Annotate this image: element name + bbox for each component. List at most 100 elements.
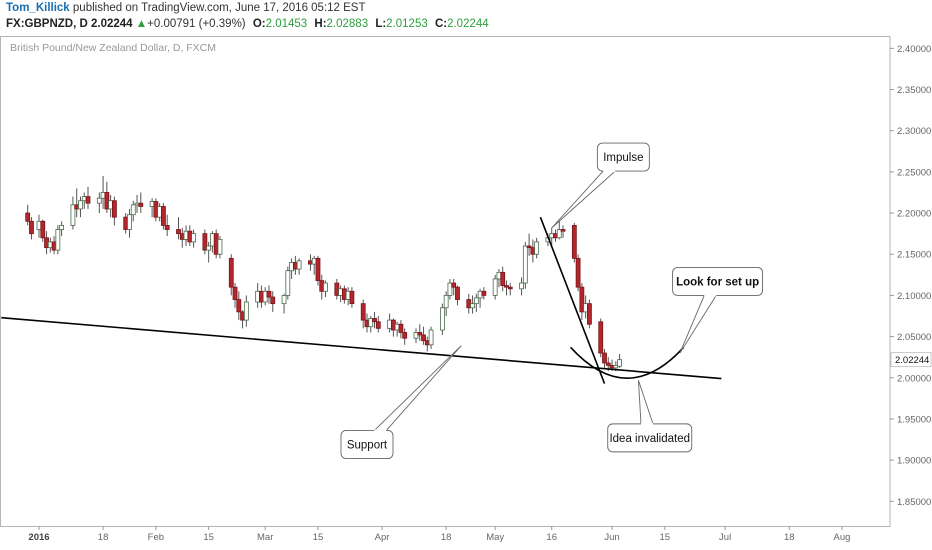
candle-body bbox=[605, 362, 611, 366]
candle bbox=[617, 353, 622, 368]
candle-body bbox=[59, 225, 65, 230]
candle bbox=[526, 233, 532, 256]
last-price: 2.02244 bbox=[90, 18, 133, 30]
x-tick-label: 2016 bbox=[28, 532, 49, 543]
last-price-marker: 2.02244 bbox=[890, 352, 932, 368]
candle bbox=[575, 254, 581, 292]
x-tick-label: 16 bbox=[546, 532, 557, 543]
candle-body bbox=[534, 241, 540, 255]
support-line bbox=[1, 316, 722, 380]
candle bbox=[481, 287, 487, 300]
candle-body bbox=[455, 286, 460, 300]
candle-body bbox=[575, 257, 581, 288]
candle-body bbox=[206, 245, 212, 251]
candle-body bbox=[112, 200, 117, 218]
y-tick-label: 2.05000 bbox=[897, 332, 931, 343]
price-change: +0.00791 (+0.39%) bbox=[147, 18, 246, 30]
candle-body bbox=[70, 204, 76, 226]
candle-body bbox=[360, 303, 366, 321]
candle-body bbox=[492, 278, 498, 296]
x-tick-label: May bbox=[486, 532, 504, 543]
price-chart[interactable]: British Pound/New Zealand Dollar, D, FXC… bbox=[0, 34, 932, 550]
candle-body bbox=[481, 290, 487, 296]
idea-invalidated-callout: Idea invalidated bbox=[607, 380, 693, 453]
published-text: published on TradingView.com, June 17, 2… bbox=[72, 2, 366, 14]
candle-body bbox=[560, 229, 566, 232]
callout-text: Support bbox=[347, 439, 388, 451]
y-tick-label: 2.35000 bbox=[897, 85, 931, 96]
candles bbox=[25, 176, 622, 372]
candle-body bbox=[40, 220, 46, 239]
candle bbox=[112, 196, 117, 226]
plot-border bbox=[0, 36, 891, 527]
candle-body bbox=[281, 295, 287, 305]
callout-box bbox=[340, 430, 394, 459]
candle-body bbox=[164, 225, 170, 230]
high-label: H: bbox=[314, 18, 327, 30]
candle bbox=[447, 278, 453, 300]
candle bbox=[127, 208, 132, 238]
chart-title: British Pound/New Zealand Dollar, D, FXC… bbox=[10, 42, 216, 54]
callout-pointer bbox=[373, 345, 462, 431]
x-tick-label: 15 bbox=[313, 532, 324, 543]
candle-body bbox=[25, 212, 31, 222]
candle bbox=[138, 192, 144, 214]
candle-body bbox=[217, 239, 223, 255]
candle-body bbox=[587, 303, 592, 325]
x-tick-label: 15 bbox=[203, 532, 214, 543]
candle bbox=[500, 266, 506, 292]
symbol-label: FX:GBPNZD, D bbox=[6, 18, 88, 30]
candle-body bbox=[130, 204, 136, 216]
candle bbox=[398, 320, 404, 339]
callout-pointer bbox=[637, 380, 654, 425]
close-label: C: bbox=[434, 18, 448, 30]
candle-body bbox=[470, 303, 475, 309]
high-value: 2.02883 bbox=[326, 18, 369, 30]
candle-body bbox=[519, 282, 524, 290]
x-tick-label: 18 bbox=[98, 532, 109, 543]
candle bbox=[55, 225, 61, 255]
candle-body bbox=[500, 271, 506, 286]
x-tick-label: 18 bbox=[784, 532, 795, 543]
candle bbox=[473, 293, 479, 312]
candle-body bbox=[617, 359, 622, 367]
y-axis: 2.40000 2.35000 2.30000 2.25000 2.20000 2.150… bbox=[890, 44, 931, 508]
x-tick-label: 15 bbox=[660, 532, 671, 543]
candle bbox=[285, 266, 291, 300]
candle bbox=[368, 316, 374, 333]
candle bbox=[206, 241, 212, 263]
candle-body bbox=[451, 282, 457, 288]
candle-body bbox=[85, 196, 91, 204]
candle-body bbox=[398, 323, 404, 333]
candle bbox=[202, 229, 208, 255]
callout-pointer bbox=[679, 294, 718, 354]
support-callout: Support bbox=[340, 345, 462, 459]
x-tick-label: Jul bbox=[719, 532, 731, 543]
candle bbox=[161, 203, 166, 230]
candle bbox=[602, 348, 607, 368]
candle bbox=[413, 328, 419, 344]
symbol-info: FX:GBPNZD, D 2.02244 ▲+0.00791 (+0.39%) … bbox=[6, 18, 489, 30]
candle bbox=[443, 291, 449, 316]
candle bbox=[504, 280, 509, 296]
candle bbox=[587, 299, 592, 329]
candle-body bbox=[473, 297, 479, 305]
author-link[interactable]: Tom_Killick bbox=[6, 2, 70, 14]
up-arrow-icon: ▲ bbox=[135, 18, 148, 30]
candle-body bbox=[598, 321, 604, 354]
x-axis: 2016 18 Feb 15 Mar 15 Apr 18 May 16 Jun 15 Jul 18 Aug bbox=[28, 526, 850, 543]
open-value: 2.01453 bbox=[265, 18, 308, 30]
candle bbox=[571, 222, 577, 263]
candle-body bbox=[232, 286, 238, 300]
candle bbox=[417, 324, 423, 341]
candle-body bbox=[228, 257, 234, 288]
candle-body bbox=[413, 332, 419, 339]
candle bbox=[164, 214, 170, 237]
y-tick-label: 1.95000 bbox=[897, 414, 931, 425]
candle bbox=[421, 326, 426, 345]
candle bbox=[78, 196, 83, 218]
trend-lines bbox=[1, 216, 722, 384]
callout-text: Impulse bbox=[603, 152, 643, 164]
candle bbox=[266, 285, 272, 304]
callout-text: Idea invalidated bbox=[609, 433, 690, 445]
